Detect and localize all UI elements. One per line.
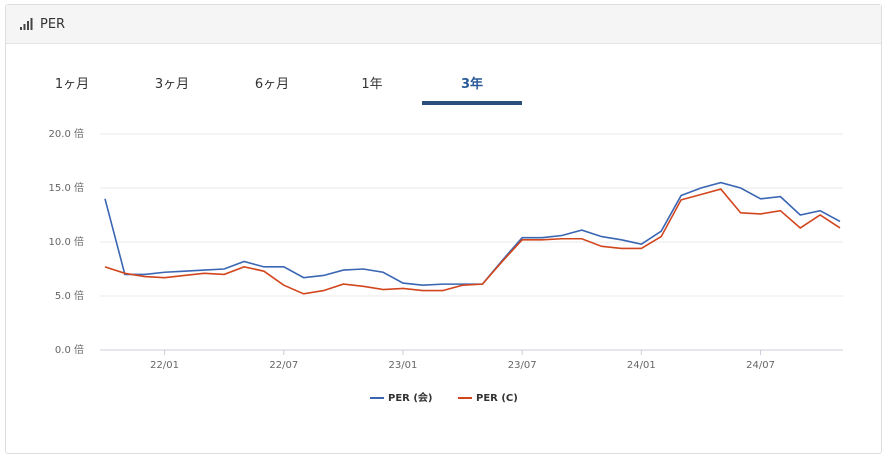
tab[interactable]: 3年 bbox=[422, 73, 522, 105]
legend-label: PER (C) bbox=[476, 393, 518, 404]
tab[interactable]: 3ヶ月 bbox=[154, 77, 190, 92]
y-tick-label: 20.0 倍 bbox=[49, 127, 84, 140]
tab[interactable]: 6ヶ月 bbox=[254, 77, 290, 92]
y-tick-label: 5.0 倍 bbox=[55, 289, 84, 302]
tab[interactable]: 1年 bbox=[361, 77, 383, 92]
x-tick-label: 23/07 bbox=[508, 360, 537, 371]
legend-label: PER (会) bbox=[388, 391, 432, 404]
y-tick-label: 10.0 倍 bbox=[49, 235, 84, 248]
y-tick-label: 0.0 倍 bbox=[55, 343, 84, 356]
x-tick-label: 22/01 bbox=[150, 360, 179, 371]
y-tick-label: 15.0 倍 bbox=[49, 181, 84, 194]
card-title: PER bbox=[40, 16, 66, 32]
x-tick-label: 22/07 bbox=[269, 360, 298, 371]
x-tick-label: 23/01 bbox=[389, 360, 418, 371]
tabs: 1ヶ月 3ヶ月 6ヶ月 1年 3年 bbox=[6, 65, 606, 110]
line-series bbox=[104, 181, 841, 287]
x-tick-label: 24/01 bbox=[627, 360, 656, 371]
x-tick-label: 24/07 bbox=[746, 360, 775, 371]
line-series bbox=[104, 188, 841, 295]
card-header: PER bbox=[6, 5, 881, 44]
card: PER 1ヶ月 3ヶ月 6ヶ月 1年 3年 bbox=[5, 4, 882, 454]
tab[interactable]: 1ヶ月 bbox=[54, 77, 90, 92]
signal-icon bbox=[20, 18, 33, 30]
